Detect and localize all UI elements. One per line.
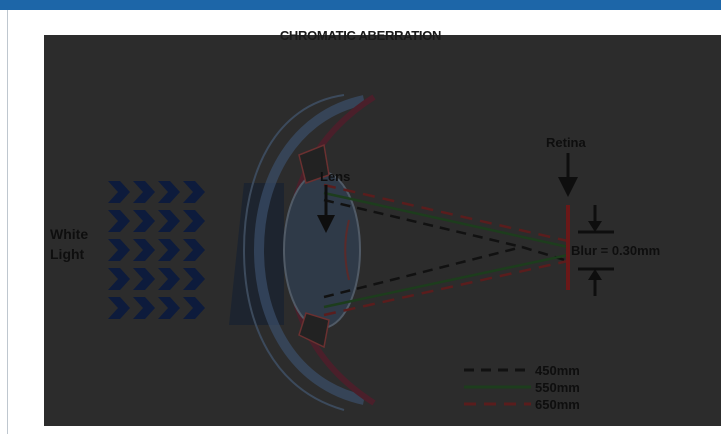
figure-title: CHROMATIC ABERRATION [279, 28, 442, 43]
light-label: Light [50, 246, 85, 262]
light-rays [323, 183, 569, 317]
legend-label-450: 450mm [535, 363, 580, 378]
chromatic-aberration-diagram: White Light Lens Retina Blur = 0.30mm 45… [44, 35, 721, 426]
white-light-chevrons [108, 181, 205, 319]
blur-label: Blur = 0.30mm [571, 243, 660, 258]
blur-bracket [578, 205, 614, 296]
retina-marker [558, 153, 578, 290]
lens-arrow [317, 185, 335, 233]
legend-label-550: 550mm [535, 380, 580, 395]
retina-label: Retina [546, 135, 587, 150]
white-label: White [50, 226, 88, 242]
eye-anatomy [229, 94, 376, 411]
lens-label: Lens [320, 169, 350, 184]
legend-label-650: 650mm [535, 397, 580, 412]
top-accent-bar [0, 0, 721, 10]
legend-lines [464, 368, 531, 406]
